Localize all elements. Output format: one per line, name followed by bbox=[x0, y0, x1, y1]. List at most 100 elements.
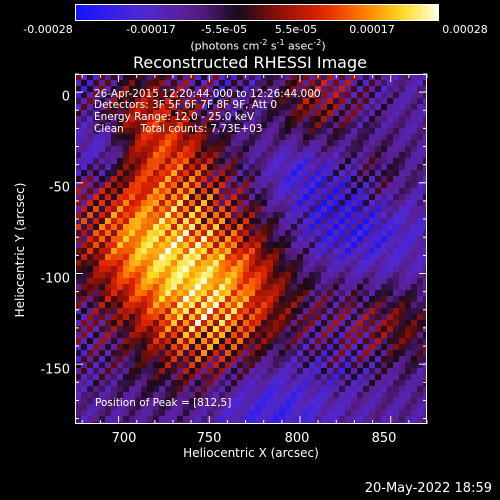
heatmap-cell bbox=[387, 374, 394, 381]
heatmap-cell bbox=[129, 410, 136, 417]
heatmap-cell bbox=[393, 254, 400, 261]
heatmap-cell bbox=[129, 338, 136, 345]
heatmap-cell bbox=[249, 398, 256, 405]
heatmap-cell bbox=[321, 170, 328, 177]
heatmap-cell bbox=[183, 338, 190, 345]
heatmap-cell bbox=[351, 290, 358, 297]
heatmap-cell bbox=[423, 392, 427, 399]
heatmap-cell bbox=[363, 152, 370, 159]
heatmap-cell bbox=[303, 314, 310, 321]
heatmap-cell bbox=[375, 146, 382, 153]
heatmap-cell bbox=[411, 74, 418, 81]
heatmap-cell bbox=[177, 314, 184, 321]
heatmap-cell bbox=[111, 368, 118, 375]
heatmap-cell bbox=[81, 164, 88, 171]
heatmap-cell bbox=[195, 92, 202, 99]
heatmap-cell bbox=[171, 164, 178, 171]
heatmap-cell bbox=[327, 284, 334, 291]
heatmap-cell bbox=[87, 308, 94, 315]
heatmap-cell bbox=[351, 182, 358, 189]
heatmap-cell bbox=[231, 344, 238, 351]
heatmap-cell bbox=[135, 320, 142, 327]
heatmap-cell bbox=[129, 134, 136, 141]
heatmap-cell bbox=[327, 164, 334, 171]
heatmap-cell bbox=[237, 296, 244, 303]
heatmap-cell bbox=[219, 368, 226, 375]
heatmap-cell bbox=[75, 146, 82, 153]
heatmap-cell bbox=[135, 362, 142, 369]
heatmap-cell bbox=[417, 392, 424, 399]
heatmap-cell bbox=[81, 200, 88, 207]
heatmap-cell bbox=[237, 272, 244, 279]
heatmap-cell bbox=[117, 170, 124, 177]
heatmap-cell bbox=[309, 146, 316, 153]
heatmap-cell bbox=[327, 230, 334, 237]
heatmap-cell bbox=[183, 386, 190, 393]
heatmap-cell bbox=[117, 74, 124, 81]
heatmap-cell bbox=[219, 122, 226, 129]
heatmap-cell bbox=[297, 296, 304, 303]
heatmap-cell bbox=[387, 206, 394, 213]
heatmap-cell bbox=[267, 266, 274, 273]
heatmap-cell bbox=[147, 92, 154, 99]
heatmap-cell bbox=[399, 314, 406, 321]
heatmap-cell bbox=[219, 74, 226, 81]
heatmap-cell bbox=[333, 272, 340, 279]
heatmap-cell bbox=[75, 206, 82, 213]
heatmap-cell bbox=[267, 206, 274, 213]
heatmap-cell bbox=[315, 182, 322, 189]
heatmap-cell bbox=[417, 140, 424, 147]
heatmap-cell bbox=[87, 302, 94, 309]
colorbar-tick-label: -0.00017 bbox=[126, 23, 176, 36]
heatmap-cell bbox=[207, 194, 214, 201]
heatmap-cell bbox=[219, 182, 226, 189]
heatmap-cell bbox=[141, 350, 148, 357]
heatmap-cell bbox=[195, 350, 202, 357]
heatmap-cell bbox=[195, 302, 202, 309]
heatmap-cell bbox=[87, 284, 94, 291]
heatmap-cell bbox=[303, 410, 310, 417]
heatmap-cell bbox=[387, 278, 394, 285]
heatmap-cell bbox=[105, 224, 112, 231]
heatmap-cell bbox=[417, 158, 424, 165]
heatmap-cell bbox=[153, 314, 160, 321]
heatmap-cell bbox=[357, 170, 364, 177]
heatmap-cell bbox=[183, 332, 190, 339]
heatmap-cell bbox=[387, 350, 394, 357]
heatmap-cell bbox=[183, 152, 190, 159]
heatmap-cell bbox=[189, 308, 196, 315]
heatmap-cell bbox=[387, 386, 394, 393]
heatmap-cell bbox=[423, 308, 427, 315]
heatmap-cell bbox=[135, 392, 142, 399]
heatmap-cell bbox=[75, 200, 82, 207]
heatmap-cell bbox=[249, 206, 256, 213]
heatmap-cell bbox=[345, 164, 352, 171]
heatmap-cell bbox=[357, 80, 364, 87]
heatmap-cell bbox=[249, 350, 256, 357]
heatmap-cell bbox=[327, 194, 334, 201]
heatmap-cell bbox=[111, 200, 118, 207]
heatmap-cell bbox=[411, 218, 418, 225]
heatmap-cell bbox=[423, 176, 427, 183]
heatmap-cell bbox=[255, 80, 262, 87]
heatmap-cell bbox=[159, 248, 166, 255]
heatmap-cell bbox=[411, 254, 418, 261]
heatmap-cell bbox=[363, 248, 370, 255]
heatmap-cell bbox=[81, 296, 88, 303]
heatmap-cell bbox=[117, 92, 124, 99]
heatmap-cell bbox=[189, 122, 196, 129]
heatmap-cell bbox=[423, 284, 427, 291]
heatmap-cell bbox=[111, 182, 118, 189]
heatmap-cell bbox=[81, 128, 88, 135]
heatmap-cell bbox=[75, 236, 82, 243]
heatmap-cell bbox=[129, 236, 136, 243]
heatmap-cell bbox=[171, 80, 178, 87]
heatmap-cell bbox=[207, 74, 214, 81]
heatmap-cell bbox=[297, 266, 304, 273]
heatmap-cell bbox=[243, 146, 250, 153]
heatmap-cell bbox=[363, 74, 370, 81]
heatmap-cell bbox=[381, 278, 388, 285]
heatmap-cell bbox=[393, 302, 400, 309]
heatmap-cell bbox=[219, 110, 226, 117]
heatmap-cell bbox=[267, 344, 274, 351]
